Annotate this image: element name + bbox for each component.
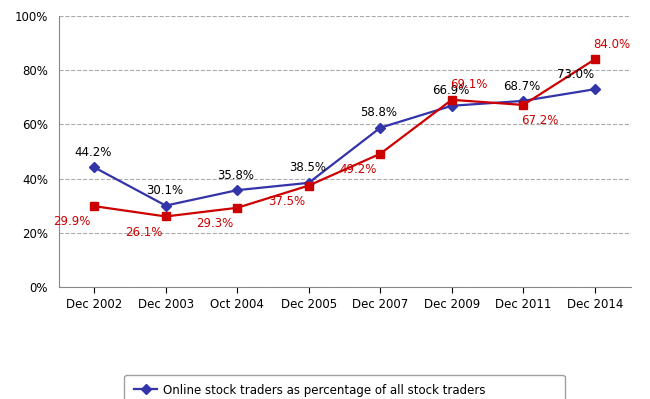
Text: 68.7%: 68.7% bbox=[503, 79, 541, 93]
Text: 49.2%: 49.2% bbox=[339, 163, 377, 176]
Text: 35.8%: 35.8% bbox=[217, 169, 254, 182]
Text: 29.3%: 29.3% bbox=[196, 217, 233, 230]
Legend: Online stock traders as percentage of all stock traders, Online derivatives trad: Online stock traders as percentage of al… bbox=[124, 375, 565, 399]
Text: 69.1%: 69.1% bbox=[450, 79, 487, 91]
Text: 67.2%: 67.2% bbox=[521, 114, 558, 127]
Text: 26.1%: 26.1% bbox=[125, 226, 162, 239]
Text: 29.9%: 29.9% bbox=[53, 215, 91, 228]
Text: 30.1%: 30.1% bbox=[146, 184, 183, 197]
Text: 44.2%: 44.2% bbox=[74, 146, 112, 159]
Text: 73.0%: 73.0% bbox=[557, 68, 594, 81]
Text: 37.5%: 37.5% bbox=[268, 195, 305, 208]
Text: 38.5%: 38.5% bbox=[289, 162, 326, 174]
Text: 58.8%: 58.8% bbox=[360, 107, 397, 119]
Text: 66.9%: 66.9% bbox=[432, 85, 469, 97]
Text: 84.0%: 84.0% bbox=[593, 38, 630, 51]
